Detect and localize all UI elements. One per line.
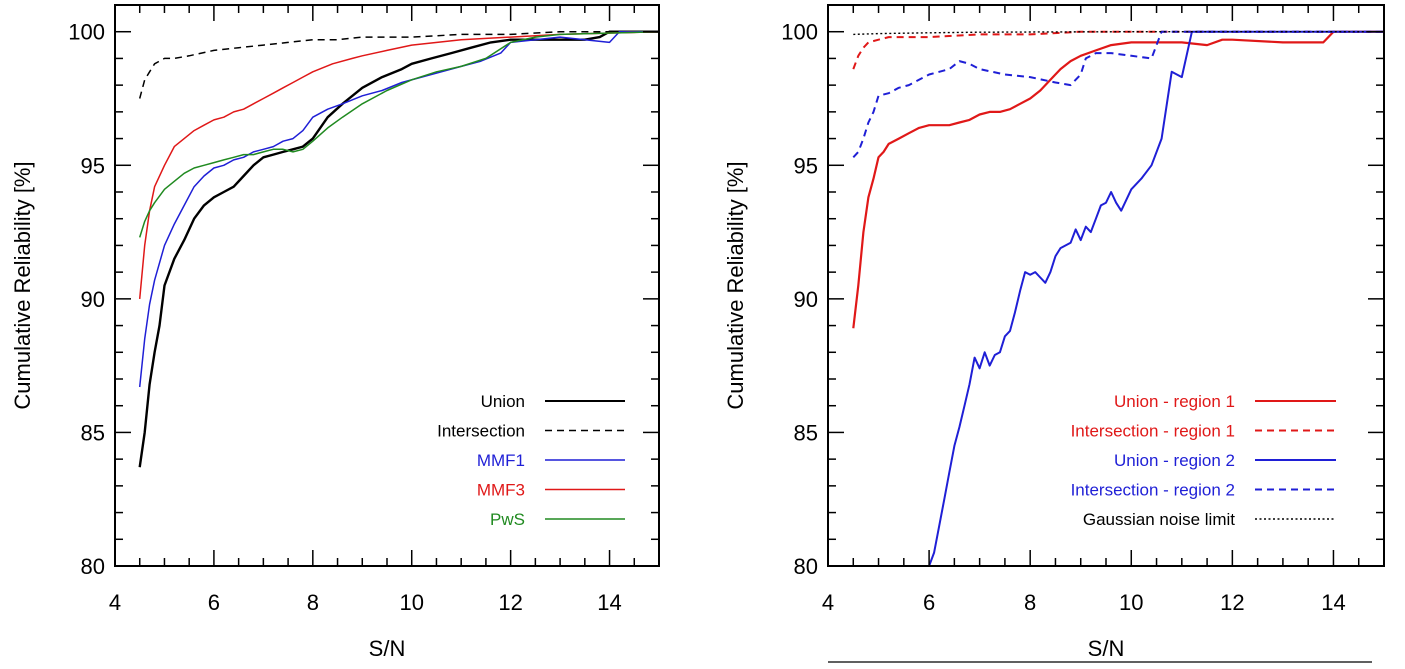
series-line-mmf1	[138, 30, 659, 388]
series-line-intersection	[138, 30, 659, 99]
y-tick-label: 85	[794, 420, 818, 445]
x-tick-label: 6	[923, 590, 935, 615]
legend-label: Intersection - region 1	[1071, 422, 1235, 441]
x-axis-label: S/N	[369, 636, 406, 661]
left-panel: 4 6 8 10 12 14 80 85 90 95 100 S/N Cumulative Reliab…	[10, 4, 660, 661]
y-axis-label: Cumulative Reliability [%]	[723, 161, 748, 409]
legend-label: Intersection - region 2	[1071, 481, 1235, 500]
x-tick-label: 14	[597, 590, 621, 615]
right-panel: 4 6 8 10 12 14 80 85 90 95 100 S/N Cumulative Reliab…	[723, 4, 1385, 661]
y-tick-label: 85	[81, 420, 105, 445]
y-tick-label: 95	[81, 153, 105, 178]
x-tick-label: 12	[1220, 590, 1244, 615]
legend: Union - region 1 Intersection - region 1 U…	[1071, 392, 1336, 529]
y-tick-label: 90	[794, 287, 818, 312]
x-tick-label: 10	[399, 590, 423, 615]
y-tick-label: 100	[68, 20, 105, 45]
x-tick-label: 14	[1321, 590, 1345, 615]
series-line-pws	[138, 30, 659, 238]
series-line-union-region-1	[852, 30, 1384, 329]
legend-label: Union	[481, 392, 525, 411]
legend-label: Intersection	[437, 422, 525, 441]
x-tick-label: 10	[1119, 590, 1143, 615]
x-tick-label: 8	[1024, 590, 1036, 615]
legend: Union Intersection MMF1 MMF3 PwS	[437, 392, 625, 529]
legend-label: Gaussian noise limit	[1083, 510, 1235, 529]
series-line-intersection-region-2	[852, 30, 1384, 158]
y-tick-label: 100	[781, 20, 818, 45]
legend-label: MMF1	[477, 451, 525, 470]
x-tick-label: 8	[307, 590, 319, 615]
y-tick-label: 80	[794, 554, 818, 579]
legend-label: Union - region 1	[1114, 392, 1235, 411]
legend-label: Union - region 2	[1114, 451, 1235, 470]
series-line-union	[138, 30, 659, 468]
series-line-gaussian-noise-limit	[853, 31, 1384, 36]
x-tick-label: 12	[498, 590, 522, 615]
y-tick-label: 90	[81, 287, 105, 312]
series-line-mmf3	[138, 30, 659, 299]
series-group	[852, 30, 1384, 566]
y-tick-label: 95	[794, 153, 818, 178]
x-tick-label: 6	[208, 590, 220, 615]
x-axis-label: S/N	[1088, 636, 1125, 661]
legend-label: PwS	[490, 510, 525, 529]
x-tick-label: 4	[109, 590, 121, 615]
series-line-intersection-region-1	[852, 30, 1384, 70]
x-tick-label: 4	[822, 590, 834, 615]
y-axis-label: Cumulative Reliability [%]	[10, 161, 35, 409]
series-line-union-region-2	[928, 30, 1384, 566]
y-tick-label: 80	[81, 554, 105, 579]
legend-label: MMF3	[477, 481, 525, 500]
series-group	[138, 30, 659, 468]
